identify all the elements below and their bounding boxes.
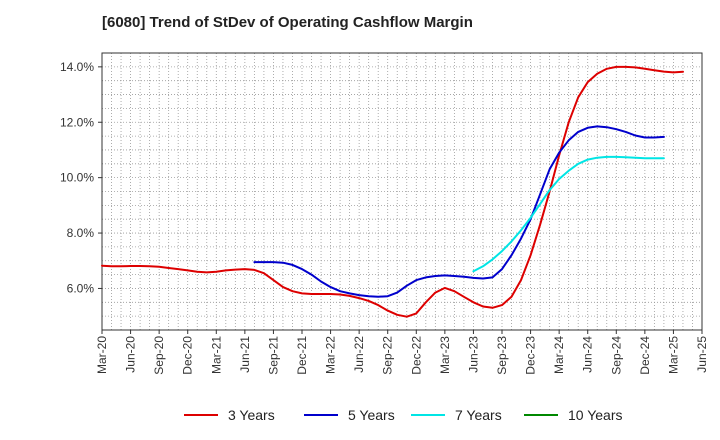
series-line-5-years (253, 125, 665, 298)
y-tick-label: 10.0% (60, 171, 94, 185)
x-tick-label: Sep-23 (495, 336, 509, 375)
x-tick-label: Mar-21 (209, 336, 223, 374)
legend-label: 5 Years (348, 407, 395, 423)
x-tick-label: Dec-23 (524, 336, 538, 375)
legend-swatch (524, 414, 558, 416)
x-tick-label: Mar-25 (666, 336, 680, 374)
x-tick-label: Sep-24 (609, 336, 623, 375)
x-tick-label: Dec-20 (181, 336, 195, 375)
y-tick-label: 8.0% (67, 226, 95, 240)
plot-frame (101, 52, 703, 331)
legend-label: 7 Years (455, 407, 502, 423)
series-line-7-years (472, 155, 665, 273)
x-tick-label: Sep-20 (152, 336, 166, 375)
chart-title: [6080] Trend of StDev of Operating Cashf… (102, 14, 473, 31)
x-tick-label: Sep-22 (381, 336, 395, 375)
y-tick-label: 12.0% (60, 115, 94, 129)
x-tick-label: Jun-24 (581, 336, 595, 373)
series-line-3-years (101, 65, 684, 318)
x-tick-label: Jun-20 (124, 336, 138, 373)
x-tick-label: Jun-25 (695, 336, 709, 373)
legend-swatch (184, 414, 218, 416)
legend-label: 3 Years (228, 407, 275, 423)
x-tick-label: Mar-22 (324, 336, 338, 374)
y-tick-label: 6.0% (67, 281, 95, 295)
x-tick-label: Mar-20 (95, 336, 109, 374)
x-tick-label: Mar-24 (552, 336, 566, 374)
x-tick-label: Mar-23 (438, 336, 452, 374)
y-tick-label: 14.0% (60, 60, 94, 74)
legend-label: 10 Years (568, 407, 623, 423)
legend-item: 10 Years (524, 405, 623, 425)
legend-swatch (411, 414, 445, 416)
legend-item: 7 Years (411, 405, 502, 425)
x-tick-label: Jun-22 (352, 336, 366, 373)
x-tick-label: Dec-21 (295, 336, 309, 375)
legend-item: 5 Years (304, 405, 395, 425)
chart-legend: 3 Years 5 Years 7 Years 10 Years (0, 405, 720, 425)
x-tick-label: Dec-24 (638, 336, 652, 375)
x-tick-label: Jun-23 (466, 336, 480, 373)
x-tick-label: Jun-21 (238, 336, 252, 373)
x-tick-label: Dec-22 (409, 336, 423, 375)
legend-item: 3 Years (184, 405, 275, 425)
x-tick-label: Sep-21 (266, 336, 280, 375)
legend-swatch (304, 414, 338, 416)
